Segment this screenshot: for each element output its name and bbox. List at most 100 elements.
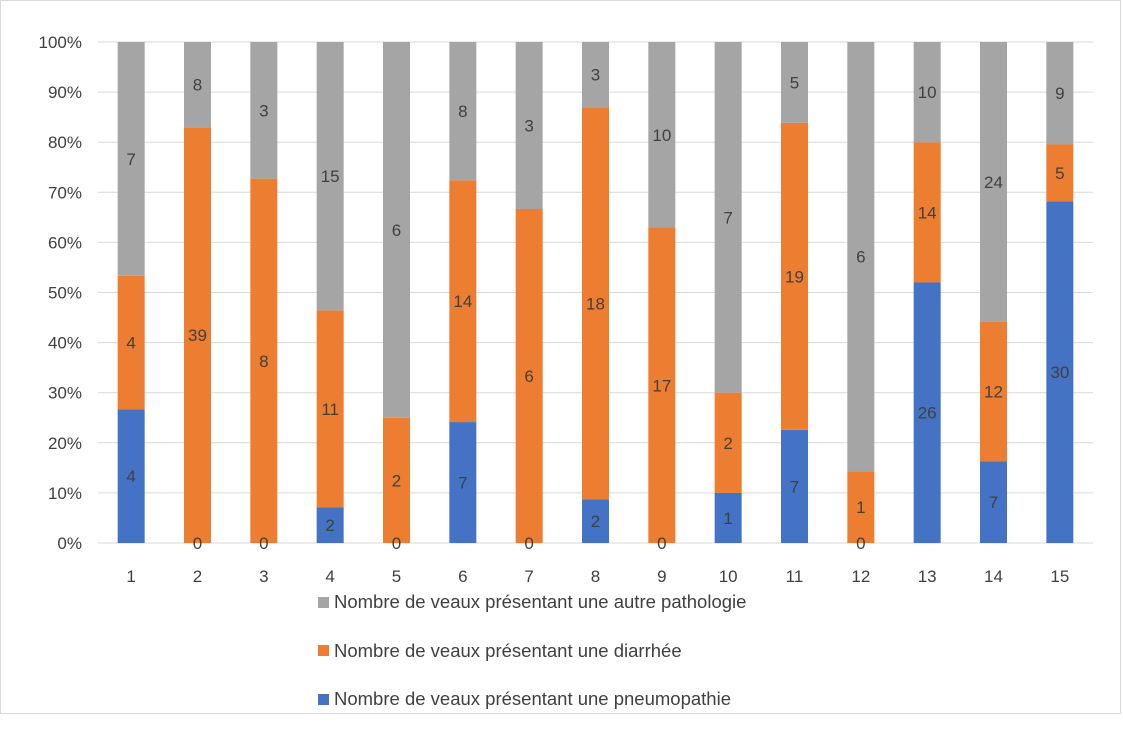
x-tick-label: 2 — [193, 567, 202, 586]
x-tick-label: 6 — [458, 567, 467, 586]
y-tick-label: 10% — [48, 484, 82, 503]
stacked-bar-chart: 4470398083211150267148063218301710127719… — [39, 33, 1093, 586]
legend-item-pneumopathie: Nombre de veaux présentant une pneumopat… — [318, 688, 746, 709]
data-label: 12 — [984, 383, 1003, 402]
bar-segment-autre — [714, 42, 742, 393]
data-label: 19 — [785, 267, 804, 286]
x-tick-label: 9 — [657, 567, 666, 586]
legend-item-diarrhee: Nombre de veaux présentant une diarrhée — [318, 639, 746, 661]
x-tick-label: 14 — [984, 567, 1003, 586]
bar-segment-autre — [383, 42, 410, 418]
data-label: 8 — [193, 76, 202, 95]
bar-segment-pneumopathie — [316, 507, 344, 543]
legend-item-autre-pathologie: Nombre de veaux présentant une autre pat… — [318, 591, 747, 612]
bar-segment-diarrhee — [250, 178, 278, 544]
data-label: 2 — [325, 516, 334, 535]
bar-segment-autre — [980, 42, 1007, 322]
data-label: 15 — [321, 167, 340, 186]
y-tick-label: 50% — [48, 284, 82, 303]
legend-swatch-orange — [318, 645, 329, 656]
data-label: 39 — [188, 326, 207, 345]
bar-segment-pneumopathie — [714, 492, 742, 543]
y-tick-label: 90% — [48, 83, 82, 102]
data-label: 9 — [1055, 84, 1064, 103]
data-label: 8 — [259, 352, 268, 371]
bar-segment-diarrhee — [781, 122, 808, 430]
y-tick-label: 20% — [48, 434, 82, 453]
y-tick-label: 60% — [48, 233, 82, 252]
data-label: 3 — [591, 66, 600, 85]
bar-segment-pneumopathie — [781, 429, 808, 543]
data-label: 24 — [984, 173, 1003, 192]
bar-segment-diarrhee — [582, 107, 609, 500]
legend-label-pneumopathie: Nombre de veaux présentant une pneumopat… — [334, 688, 731, 709]
bar-segment-autre — [250, 42, 278, 179]
data-label: 17 — [652, 376, 671, 395]
y-tick-label: 100% — [39, 33, 82, 52]
bar-segment-pneumopathie — [980, 461, 1007, 543]
bar-segment-pneumopathie — [913, 282, 941, 543]
bar-segment-diarrhee — [1046, 144, 1074, 202]
data-label: 14 — [918, 203, 937, 222]
data-label: 0 — [193, 534, 202, 553]
x-tick-label: 8 — [591, 567, 600, 586]
bar-segment-autre — [781, 42, 808, 123]
data-label: 1 — [723, 509, 732, 528]
data-label: 3 — [524, 117, 533, 136]
x-tick-label: 10 — [719, 567, 738, 586]
x-tick-label: 4 — [325, 567, 334, 586]
data-label: 0 — [856, 534, 865, 553]
bar-segment-pneumopathie — [1046, 201, 1074, 543]
bar-segment-diarrhee — [847, 471, 875, 543]
bar-segment-autre — [913, 42, 941, 143]
y-tick-label: 30% — [48, 384, 82, 403]
y-tick-label: 40% — [48, 334, 82, 353]
data-label: 5 — [790, 73, 799, 92]
legend: Nombre de veaux présentant une autre pat… — [318, 591, 747, 738]
legend-label-autre-pathologie: Nombre de veaux présentant une autre pat… — [334, 591, 747, 612]
data-label: 8 — [458, 102, 467, 121]
bar-segment-autre — [117, 42, 145, 276]
bar-segment-diarrhee — [184, 127, 211, 543]
data-label: 26 — [918, 404, 937, 423]
data-label: 4 — [126, 467, 135, 486]
data-label: 14 — [453, 292, 472, 311]
bar-segment-pneumopathie — [117, 409, 145, 543]
data-label: 1 — [856, 498, 865, 517]
bar-segment-autre — [648, 42, 676, 228]
bar-segment-diarrhee — [648, 227, 676, 544]
data-label: 6 — [392, 221, 401, 240]
data-label: 7 — [126, 150, 135, 169]
data-label: 7 — [458, 474, 467, 493]
bar-segment-diarrhee — [913, 142, 941, 283]
bar-segment-diarrhee — [117, 275, 145, 410]
bar-segment-diarrhee — [515, 209, 543, 543]
data-label: 0 — [259, 534, 268, 553]
data-label: 2 — [392, 471, 401, 490]
bar-segment-autre — [316, 42, 344, 311]
data-label: 7 — [989, 493, 998, 512]
bar-segment-pneumopathie — [582, 499, 609, 543]
data-label: 11 — [321, 400, 339, 419]
data-label: 2 — [723, 434, 732, 453]
data-label: 5 — [1055, 164, 1064, 183]
bar-segment-diarrhee — [316, 310, 344, 508]
x-tick-label: 12 — [851, 567, 870, 586]
x-tick-label: 3 — [259, 567, 268, 586]
legend-swatch-gray — [318, 596, 329, 608]
x-tick-label: 1 — [126, 567, 135, 586]
bar-segment-pneumopathie — [449, 422, 477, 543]
legend-label-diarrhee: Nombre de veaux présentant une diarrhée — [334, 639, 682, 661]
data-label: 4 — [126, 334, 135, 353]
y-tick-label: 0% — [57, 534, 82, 553]
data-label: 0 — [524, 534, 533, 553]
data-label: 6 — [856, 248, 865, 267]
data-label: 2 — [591, 512, 600, 531]
data-label: 6 — [524, 367, 533, 386]
bar-segment-diarrhee — [714, 392, 742, 493]
y-tick-label: 80% — [48, 133, 82, 152]
data-label: 7 — [723, 208, 732, 227]
bar-segment-autre — [847, 42, 875, 472]
legend-swatch-blue — [318, 693, 329, 705]
data-label: 18 — [586, 294, 605, 313]
